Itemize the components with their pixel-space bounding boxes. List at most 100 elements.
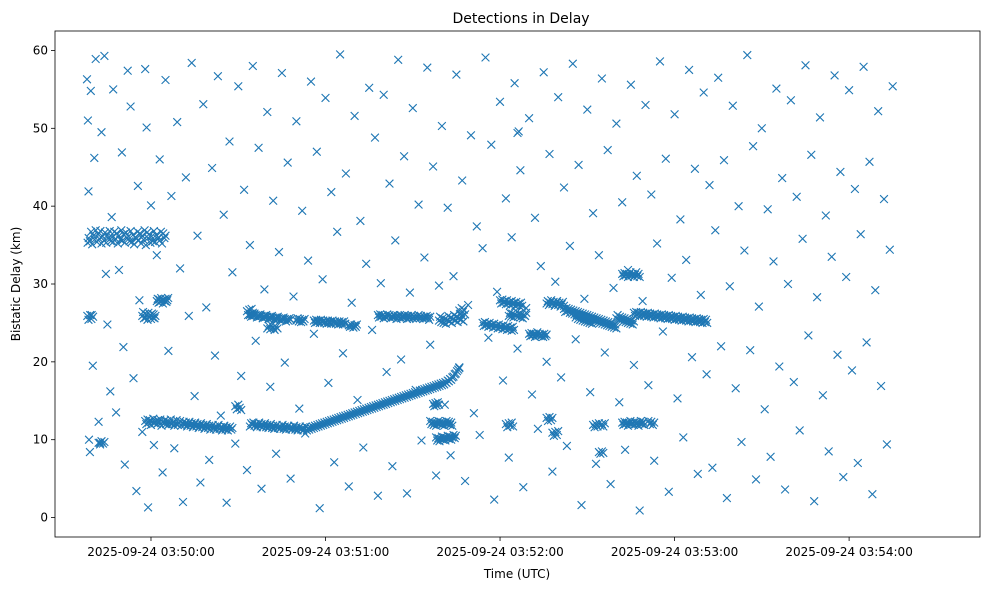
data-point	[879, 194, 889, 204]
data-point	[431, 471, 441, 480]
data-point	[364, 83, 374, 93]
data-point	[821, 211, 831, 220]
data-point	[434, 400, 444, 409]
data-point	[161, 75, 170, 85]
data-point	[795, 426, 804, 435]
data-point	[84, 315, 93, 325]
data-point	[110, 227, 119, 237]
data-point	[769, 257, 778, 266]
data-point	[850, 184, 860, 194]
data-point	[546, 415, 556, 425]
data-point	[830, 71, 839, 80]
data-point	[385, 179, 394, 188]
data-point	[327, 187, 336, 197]
data-point	[148, 313, 157, 322]
data-point	[242, 465, 252, 475]
data-point	[565, 241, 575, 251]
data-point	[466, 131, 476, 140]
data-point	[443, 203, 452, 212]
data-point	[745, 345, 755, 355]
data-point	[235, 403, 244, 413]
data-point	[516, 166, 525, 175]
data-point	[548, 413, 557, 423]
data-point	[702, 318, 712, 328]
data-point	[638, 296, 647, 306]
data-point	[844, 85, 854, 95]
data-point	[700, 317, 710, 327]
data-point	[649, 418, 659, 427]
data-point	[207, 163, 217, 173]
data-point	[274, 247, 284, 257]
x-axis-label: Time (UTC)	[483, 567, 550, 581]
data-point	[527, 390, 537, 399]
data-point	[146, 201, 156, 210]
data-point	[87, 240, 97, 249]
data-point	[725, 282, 735, 291]
data-point	[152, 250, 162, 260]
data-point	[84, 435, 94, 444]
data-point	[510, 78, 519, 88]
data-point	[359, 443, 368, 452]
data-point	[103, 320, 112, 329]
data-point	[245, 240, 255, 250]
data-point	[86, 86, 96, 96]
data-point	[472, 222, 482, 231]
data-point	[681, 255, 691, 265]
data-point	[888, 82, 897, 91]
data-point	[161, 231, 170, 240]
data-point	[138, 427, 147, 437]
data-point	[772, 84, 781, 93]
data-point	[123, 66, 132, 75]
y-tick-label: 30	[33, 277, 48, 291]
data-point	[862, 338, 871, 347]
data-point	[882, 440, 892, 449]
data-point	[446, 418, 456, 427]
data-point	[402, 489, 412, 498]
data-point	[634, 269, 643, 279]
data-point	[580, 294, 589, 304]
data-point	[495, 97, 505, 107]
data-point	[135, 296, 144, 305]
data-point	[126, 226, 135, 236]
data-point	[260, 285, 269, 294]
data-point	[289, 292, 298, 301]
data-point	[121, 228, 131, 237]
data-point	[379, 90, 388, 100]
data-point	[120, 238, 130, 247]
data-point	[453, 365, 463, 374]
plot-frame	[54, 30, 981, 538]
data-point	[553, 92, 563, 102]
data-point	[501, 194, 511, 203]
data-point	[635, 272, 644, 282]
data-point	[437, 121, 447, 131]
data-point	[125, 236, 134, 246]
data-point	[624, 419, 634, 428]
y-tick-label: 10	[33, 433, 48, 447]
data-point	[612, 119, 621, 128]
data-point	[664, 487, 674, 497]
data-point	[606, 479, 615, 489]
data-point	[352, 320, 362, 329]
data-point	[620, 445, 630, 455]
data-point	[740, 246, 749, 255]
data-point	[449, 430, 458, 440]
data-point	[391, 312, 400, 321]
data-point	[153, 415, 163, 425]
data-point	[644, 380, 653, 390]
data-point	[193, 231, 202, 240]
data-point	[101, 269, 111, 279]
data-point	[434, 281, 444, 290]
data-point	[588, 420, 598, 430]
data-point	[228, 268, 237, 277]
data-point	[876, 381, 886, 391]
data-point	[286, 474, 295, 483]
data-point	[414, 200, 423, 209]
data-point	[129, 240, 139, 249]
data-point	[451, 431, 461, 441]
data-point	[148, 236, 157, 246]
data-point	[553, 426, 563, 436]
data-point	[596, 449, 605, 458]
data-point	[763, 205, 772, 214]
data-point	[251, 336, 260, 346]
data-point	[210, 351, 220, 360]
